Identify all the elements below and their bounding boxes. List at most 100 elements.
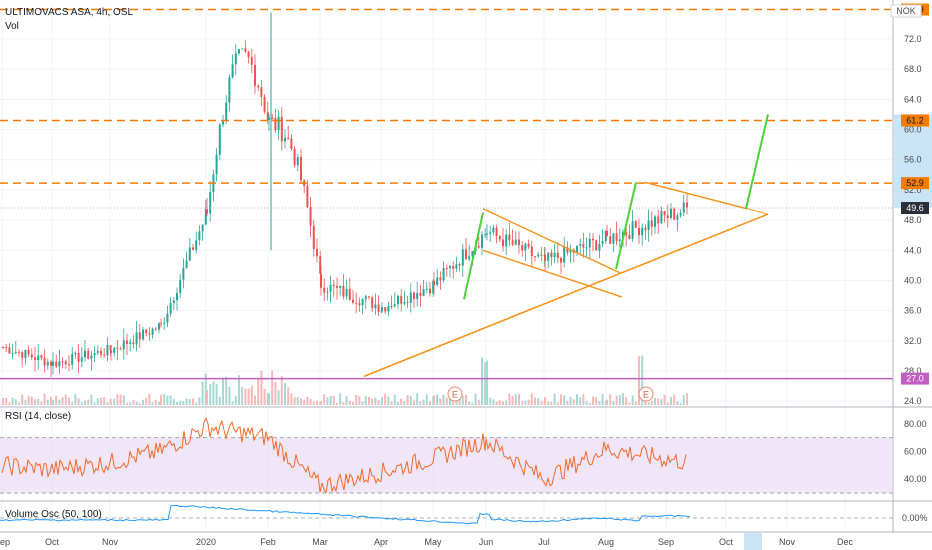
price-tick-label: 72.0 — [904, 34, 922, 44]
price-level-badge — [901, 202, 929, 215]
candle-body — [563, 246, 566, 263]
candle-body — [218, 124, 221, 155]
volume-bar — [151, 402, 154, 405]
candle-body — [266, 111, 269, 120]
volume-bar — [553, 393, 556, 405]
volume-bar — [358, 396, 361, 405]
volume-bar — [474, 393, 477, 405]
volume-bar — [119, 394, 122, 405]
volume-bar — [274, 381, 277, 405]
candle-body — [96, 351, 99, 354]
price-tick-label: 52.0 — [904, 185, 922, 195]
time-axis[interactable]: Sep Oct Nov 2020 Feb Mar Apr May Jun Jul Aug Sep Oct… — [0, 533, 853, 550]
volume-bar — [34, 399, 36, 405]
price-axis[interactable]: 24.0 28.0 32.0 36.0 40.0 44.0 48.0 52.0 56.0 60.0… — [894, 3, 932, 523]
price-level-badge-label: 49.6 — [906, 203, 924, 213]
volume-bar — [225, 376, 228, 405]
rsi-tick-label: 60.00 — [904, 447, 927, 457]
candle-body — [550, 252, 553, 258]
candle-body — [618, 239, 621, 242]
candle-body — [644, 227, 647, 231]
candle-body — [413, 292, 415, 299]
volume-bar — [409, 396, 412, 405]
volume-bar — [397, 401, 399, 405]
time-axis-highlight — [744, 533, 762, 550]
candle-body — [654, 216, 656, 227]
time-tick-label: Apr — [374, 537, 388, 547]
volume-bar — [110, 402, 112, 405]
volume-bar — [666, 402, 669, 405]
volume-bar — [254, 395, 256, 405]
candle-body — [277, 116, 280, 131]
candle-body — [625, 232, 628, 235]
volume-bar — [21, 394, 24, 405]
volume-bar — [309, 398, 312, 405]
volume-bar — [654, 397, 656, 405]
candle-body — [5, 346, 8, 348]
candle-body — [64, 361, 67, 365]
candle-body — [465, 249, 467, 260]
candle-body — [495, 227, 498, 236]
candle-body — [381, 307, 383, 310]
volume-bar — [100, 397, 102, 405]
volume-bar — [429, 401, 431, 405]
earnings-marker-label: E — [643, 390, 649, 400]
candle-body — [355, 302, 358, 304]
volume-bar — [188, 399, 191, 405]
volume-bar — [257, 378, 260, 405]
volume-bar — [663, 394, 666, 405]
volume-bar — [352, 401, 354, 405]
candle-body — [429, 288, 431, 294]
volume-bar — [569, 396, 572, 405]
candle-body — [676, 215, 679, 220]
candle-body — [52, 361, 54, 366]
volume-bar — [84, 400, 86, 405]
candle-body — [247, 51, 250, 58]
volume-bar — [461, 395, 464, 405]
volume-bar — [212, 381, 215, 405]
axis-highlight — [894, 114, 932, 209]
volume-bar — [342, 402, 345, 405]
candle-body — [439, 277, 442, 281]
volume-bar — [176, 401, 178, 405]
candle-body — [34, 357, 36, 360]
osc-title: Volume Osc (50, 100) — [5, 509, 102, 520]
volume-bar — [468, 401, 471, 405]
volume-bar — [106, 402, 109, 405]
volume-bar — [244, 388, 247, 405]
volume-bar — [332, 395, 335, 405]
rsi-tick-label: 40.00 — [904, 474, 927, 484]
volume-bar — [160, 394, 162, 405]
volume-bar — [641, 355, 644, 405]
triangle-edge-line — [644, 181, 769, 215]
volume-bar — [381, 397, 383, 405]
volume-bar — [368, 396, 370, 405]
price-level-badge — [901, 372, 929, 385]
price-level-badge — [901, 114, 929, 127]
volume-bar — [40, 401, 43, 405]
candle-body — [409, 292, 412, 303]
volume-bar — [68, 397, 70, 405]
candle-body — [339, 285, 342, 288]
volume-bar — [43, 393, 46, 405]
volume-bar — [260, 370, 263, 405]
candle-body — [486, 233, 488, 235]
price-tick-label: 60.0 — [904, 125, 922, 135]
volume-bar — [77, 398, 80, 405]
volume-bar — [218, 396, 221, 405]
candle-body — [384, 307, 387, 312]
candle-body — [225, 102, 228, 122]
volume-bar — [206, 390, 208, 405]
volume-bar — [560, 394, 562, 405]
rsi-line — [1, 416, 687, 494]
volume-bar — [192, 398, 194, 405]
candle-body — [598, 243, 601, 251]
volume-bar — [201, 381, 204, 405]
volume-bar — [339, 393, 342, 405]
candle-body — [670, 208, 672, 218]
volume-bar — [14, 398, 17, 405]
candle-body — [14, 351, 17, 354]
candle-body — [238, 49, 240, 54]
earnings-marker-label: E — [452, 390, 458, 400]
